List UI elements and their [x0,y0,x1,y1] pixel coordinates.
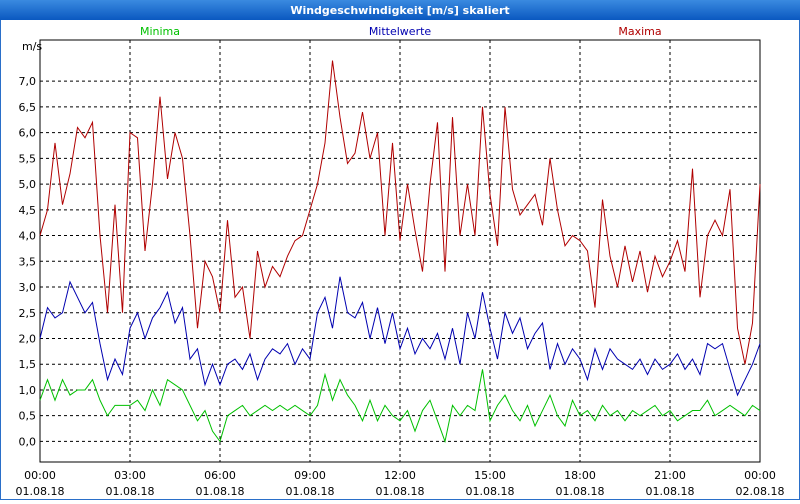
y-tick-label: 7,0 [19,75,37,88]
x-tick-label: 21:00 [654,469,686,482]
x-tick-label: 00:00 [744,469,776,482]
y-tick-label: 2,0 [19,332,37,345]
y-tick-label: 6,5 [19,101,37,114]
y-tick-label: 2,5 [19,307,37,320]
y-axis-label: m/s [22,40,42,53]
x-tick-date: 01.08.18 [106,485,155,498]
chart-title: Windgeschwindigkeit [m/s] skaliert [290,4,509,17]
y-tick-label: 4,5 [19,204,37,217]
series-line [39,60,761,365]
title-bar [0,0,800,20]
y-tick-label: 0,5 [19,410,37,423]
legend-label: Mittelwerte [369,25,432,38]
x-tick-label: 15:00 [474,469,506,482]
series-line [39,369,761,444]
x-tick-label: 18:00 [564,469,596,482]
x-tick-date: 02.08.18 [736,485,785,498]
y-tick-label: 3,5 [19,255,37,268]
x-tick-date: 01.08.18 [16,485,65,498]
x-tick-date: 01.08.18 [286,485,335,498]
plot-border [39,39,761,463]
y-tick-label: 1,5 [19,358,37,371]
x-tick-date: 01.08.18 [556,485,605,498]
x-tick-label: 03:00 [114,469,146,482]
legend-label: Minima [140,25,180,38]
y-tick-label: 4,0 [19,230,37,243]
x-tick-date: 01.08.18 [376,485,425,498]
y-tick-label: 1,0 [19,384,37,397]
y-tick-label: 6,0 [19,127,37,140]
y-tick-label: 5,0 [19,178,37,191]
y-tick-label: 3,0 [19,281,37,294]
legend-label: Maxima [618,25,661,38]
x-tick-label: 12:00 [384,469,416,482]
x-tick-label: 06:00 [204,469,236,482]
y-tick-label: 5,5 [19,152,37,165]
x-tick-label: 09:00 [294,469,326,482]
x-tick-date: 01.08.18 [466,485,515,498]
series-line [39,276,761,397]
x-tick-label: 00:00 [24,469,56,482]
x-tick-date: 01.08.18 [646,485,695,498]
x-tick-date: 01.08.18 [196,485,245,498]
y-tick-label: 0,0 [19,435,37,448]
